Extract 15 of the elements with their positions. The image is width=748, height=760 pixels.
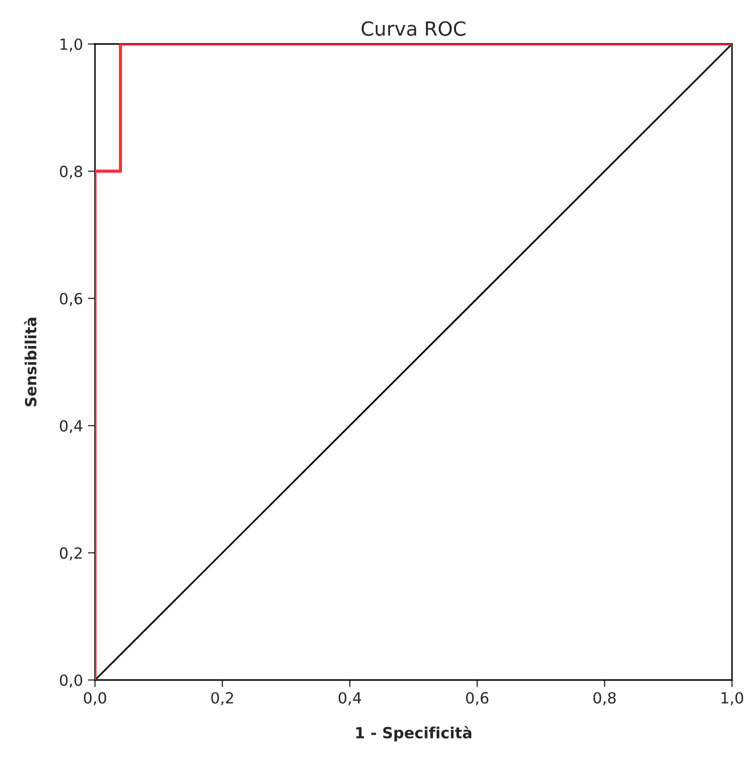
x-tick-label: 0,0 [84, 692, 106, 706]
y-axis-title: Sensibilità [24, 318, 36, 406]
x-tick-label: 0,2 [211, 692, 234, 706]
chart-title: Curva ROC [362, 21, 466, 36]
y-tick-label: 0,0 [60, 674, 82, 688]
y-tick-label: 0,4 [60, 420, 82, 434]
y-tick-label: 0,6 [60, 292, 82, 306]
y-tick-label: 0,8 [60, 166, 82, 179]
x-tick-label: 0,8 [593, 692, 616, 706]
x-tick-label: 0,4 [338, 692, 362, 706]
x-axis-title: 1 - Specificità [356, 726, 472, 742]
y-tick-label: 1,0 [60, 38, 82, 52]
y-tick-label: 0,2 [60, 547, 82, 560]
x-tick-label: 0,6 [466, 692, 488, 706]
x-tick-label: 1,0 [722, 692, 744, 706]
